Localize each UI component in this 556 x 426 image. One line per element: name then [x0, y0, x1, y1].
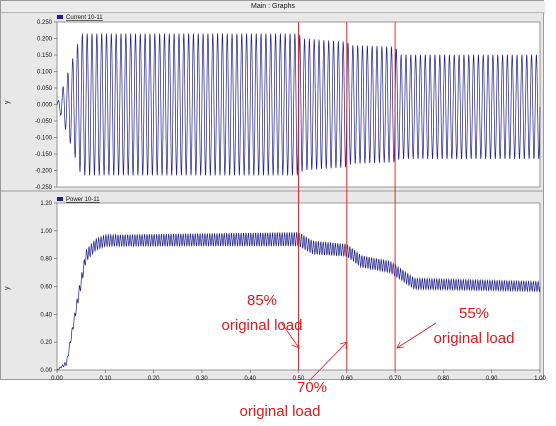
arrow-70 — [308, 341, 348, 382]
current-y-tick-label: -0.100 — [35, 136, 53, 142]
current-y-tick-label: -0.150 — [35, 152, 53, 158]
power-y-tick-label: 1.00 — [40, 229, 52, 235]
arrowhead-55 — [396, 341, 405, 349]
current-y-tick-label: 0.200 — [37, 37, 53, 43]
x-tick-label: 0.90 — [486, 376, 498, 382]
current-y-tick-label: 0.100 — [37, 70, 53, 76]
power-legend-swatch — [57, 197, 63, 201]
power-y-tick-label: 0.80 — [40, 257, 52, 263]
annotation-55-pct: 55% — [459, 305, 489, 322]
x-tick-label: 0.20 — [148, 376, 160, 382]
annotation-arrows — [280, 321, 437, 382]
arrow-85 — [280, 321, 300, 349]
power-y-tick-label: 0.20 — [40, 340, 52, 346]
current-y-tick-label: -0.250 — [35, 185, 53, 191]
current-y-tick-label: 0.000 — [37, 103, 53, 109]
power-y-tick-label: 0.60 — [40, 285, 52, 291]
power-y-axis-label: y — [4, 286, 11, 290]
arrow-55 — [396, 322, 437, 349]
current-y-tick-label: 0.250 — [37, 20, 53, 26]
x-tick-label: 0.80 — [438, 376, 450, 382]
x-tick-label: 1.00 — [534, 376, 546, 382]
x-tick-label: 0.40 — [244, 376, 256, 382]
power-y-tick-label: 0.00 — [40, 368, 52, 374]
current-y-ticks: 0.250 0.200 0.150 0.100 0.050 0.000 -0.050 -0.1… — [35, 20, 57, 191]
x-tick-label: 0.30 — [196, 376, 208, 382]
current-legend-swatch — [57, 15, 63, 19]
x-ticks: 0.00 0.10 0.20 0.30 0.40 0.50 0.60 0.70 0.80 0.90… — [51, 370, 546, 382]
x-tick-label: 0.50 — [293, 376, 305, 382]
current-y-axis-label: y — [4, 100, 11, 104]
x-tick-label: 0.70 — [389, 376, 401, 382]
x-tick-label: 0.60 — [341, 376, 353, 382]
annotation-55-label: original load — [434, 330, 515, 347]
current-y-tick-label: -0.200 — [35, 169, 53, 175]
arrowhead-70 — [339, 341, 348, 350]
arrowhead-85 — [291, 340, 300, 349]
window-title: Main : Graphs — [1, 1, 545, 13]
power-y-tick-label: 0.40 — [40, 312, 52, 318]
power-legend: Power 10-11 — [66, 197, 100, 203]
power-y-tick-label: 1.20 — [40, 201, 52, 207]
current-y-tick-label: 0.150 — [37, 53, 53, 59]
annotation-85-label: original load — [222, 317, 303, 334]
power-y-ticks: 1.20 1.00 0.80 0.60 0.40 0.20 0.00 — [40, 201, 57, 374]
x-tick-label: 0.10 — [99, 376, 111, 382]
annotation-85-pct: 85% — [247, 292, 277, 309]
current-legend: Current 10-11 — [66, 15, 103, 21]
current-y-tick-label: -0.050 — [35, 119, 53, 125]
marker-lines — [298, 22, 396, 370]
annotation-70-label: original load — [240, 403, 321, 420]
x-tick-label: 0.00 — [51, 376, 63, 382]
annotation-70-pct: 70% — [297, 379, 327, 396]
current-y-tick-label: 0.050 — [37, 86, 53, 92]
